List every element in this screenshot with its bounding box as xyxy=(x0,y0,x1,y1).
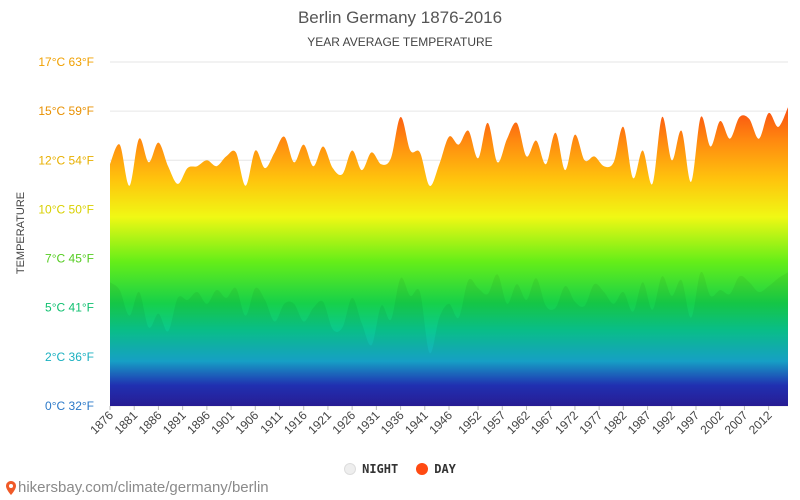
series-layer xyxy=(110,107,788,406)
x-tick-label: 2002 xyxy=(698,408,727,437)
x-tick-label: 1921 xyxy=(305,408,334,437)
x-tick-label: 1891 xyxy=(160,408,189,437)
x-tick-label: 1931 xyxy=(354,408,383,437)
chart-title: Berlin Germany 1876-2016 xyxy=(297,8,503,27)
x-tick-label: 1896 xyxy=(184,408,213,437)
x-tick-label: 1941 xyxy=(402,408,431,437)
night-area-shade xyxy=(110,271,788,406)
x-tick-label: 1957 xyxy=(480,408,509,437)
x-tick-label: 1952 xyxy=(455,408,484,437)
y-tick-label: 7°C 45°F xyxy=(45,252,94,266)
legend-label-day: DAY xyxy=(434,462,456,476)
x-tick-label: 1992 xyxy=(649,408,678,437)
x-tick-label: 1946 xyxy=(426,408,455,437)
y-tick-label: 15°C 59°F xyxy=(38,104,94,118)
x-tick-label: 1911 xyxy=(257,408,285,436)
x-tick-label: 2007 xyxy=(722,408,751,437)
x-tick-label: 1906 xyxy=(233,408,262,437)
y-tick-label: 0°C 32°F xyxy=(45,399,94,413)
x-tick-label: 1997 xyxy=(673,408,702,437)
y-tick-label: 2°C 36°F xyxy=(45,350,94,364)
night-area[interactable] xyxy=(110,271,788,406)
x-tick-label: 1977 xyxy=(576,408,605,437)
x-tick-label: 2012 xyxy=(746,408,775,437)
y-tick-label: 10°C 50°F xyxy=(38,202,94,216)
legend-item-day[interactable]: DAY xyxy=(416,462,456,476)
y-axis-label: TEMPERATURE xyxy=(15,191,27,275)
x-tick-label: 1901 xyxy=(208,408,237,437)
legend-label-night: NIGHT xyxy=(362,462,399,476)
night-swatch-icon xyxy=(344,463,357,475)
x-tick-label: 1936 xyxy=(378,408,407,437)
day-swatch-icon xyxy=(416,463,429,475)
chart-subtitle: YEAR AVERAGE TEMPERATURE xyxy=(307,35,493,49)
x-tick-label: 1916 xyxy=(281,408,310,437)
map-pin-icon xyxy=(6,480,16,495)
y-tick-label: 5°C 41°F xyxy=(45,301,94,315)
x-tick-label: 1926 xyxy=(329,408,358,437)
x-tick-label: 1962 xyxy=(504,408,533,437)
x-tick-label: 1987 xyxy=(625,408,654,437)
y-tick-label: 17°C 63°F xyxy=(38,55,94,69)
source-text: hikersbay.com/climate/germany/berlin xyxy=(18,479,269,496)
x-tick-label: 1967 xyxy=(528,408,557,437)
x-tick-label: 1982 xyxy=(601,408,630,437)
x-tick-label: 1886 xyxy=(136,408,165,437)
y-tick-label: 12°C 54°F xyxy=(38,153,94,167)
legend-item-night[interactable]: NIGHT xyxy=(344,462,398,476)
x-tick-label: 1972 xyxy=(552,408,581,437)
source-link[interactable]: hikersbay.com/climate/germany/berlin xyxy=(6,479,269,496)
legend: NIGHT DAY xyxy=(0,462,800,476)
x-tick-label: 1881 xyxy=(112,408,141,437)
